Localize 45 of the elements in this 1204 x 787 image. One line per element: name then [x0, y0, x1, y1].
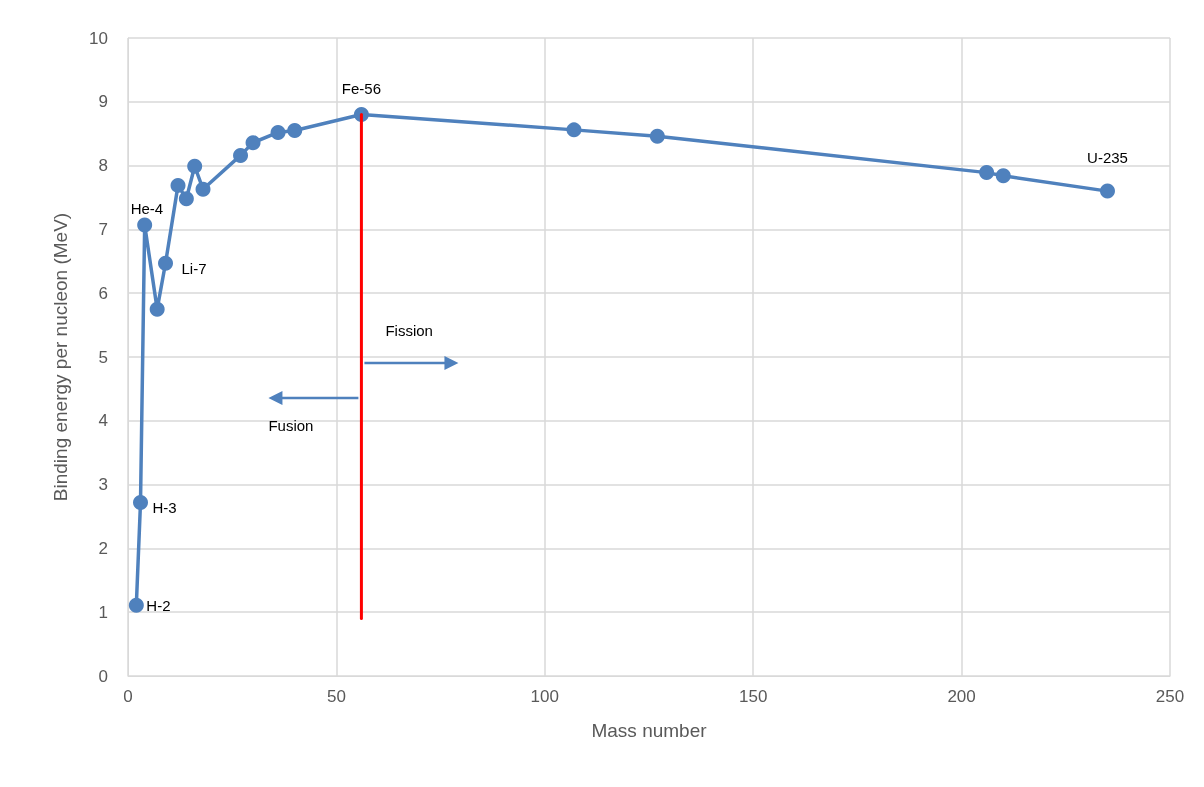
point — [1100, 183, 1115, 199]
annotation: U-235 — [1087, 148, 1128, 166]
annotation: Fusion — [268, 416, 314, 434]
annotation: H-3 — [152, 498, 177, 516]
annotation: Fe-56 — [341, 80, 381, 98]
y-tick-label: 6 — [98, 283, 108, 303]
x-tick-label: 200 — [947, 687, 976, 706]
y-tick-label: 4 — [98, 411, 108, 431]
point — [128, 597, 144, 613]
point — [137, 217, 153, 233]
point — [270, 124, 286, 140]
point — [178, 191, 194, 207]
y-tick-label: 2 — [98, 538, 108, 558]
point — [133, 494, 148, 510]
point — [170, 177, 186, 193]
x-axis-title: Mass number — [591, 720, 708, 741]
y-tick-label: 5 — [98, 347, 108, 367]
y-tick-label: 9 — [98, 92, 108, 112]
x-tick-label: 150 — [739, 687, 768, 706]
point — [566, 122, 582, 138]
point — [649, 128, 665, 144]
point — [979, 165, 995, 181]
annotation: H-2 — [146, 596, 171, 614]
annotation: Fission — [385, 321, 433, 339]
point — [233, 147, 249, 163]
point — [187, 158, 203, 174]
point — [149, 301, 165, 317]
point — [995, 168, 1011, 184]
y-tick-label: 10 — [89, 28, 108, 48]
y-tick-label: 1 — [98, 602, 108, 622]
x-tick-label: 0 — [123, 687, 133, 706]
point — [158, 255, 174, 271]
x-tick-label: 250 — [1155, 687, 1185, 706]
y-axis-title: Binding energy per nucleon (MeV) — [50, 212, 71, 502]
point — [195, 181, 211, 197]
point — [245, 135, 261, 151]
y-tick-label: 7 — [98, 219, 108, 239]
x-tick-label: 50 — [326, 687, 346, 706]
y-tick-label: 8 — [98, 156, 108, 176]
y-tick-label: 3 — [98, 475, 108, 495]
y-tick-label: 0 — [98, 666, 108, 686]
x-tick-label: 100 — [530, 687, 559, 706]
point — [287, 123, 303, 139]
annotation: He-4 — [130, 200, 164, 218]
annotation: Li-7 — [181, 259, 207, 277]
